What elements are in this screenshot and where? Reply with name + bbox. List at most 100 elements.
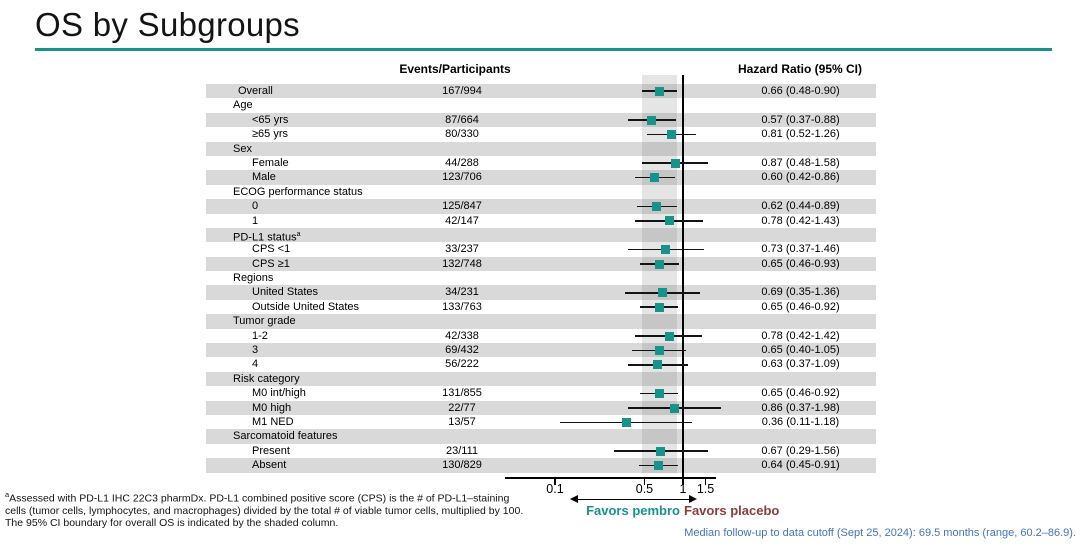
hr-value: 0.73 (0.37-1.46) bbox=[761, 243, 840, 256]
table-row: Outside United States 133/763 0.65 (0.46-0… bbox=[206, 300, 876, 314]
table-row: Age bbox=[206, 98, 876, 112]
x-axis-tick-label: 1.5 bbox=[696, 482, 715, 496]
footnote-line-3: The 95% CI boundary for overall OS is in… bbox=[5, 517, 339, 530]
row-label: ≥65 yrs bbox=[252, 128, 288, 141]
row-label: CPS ≥1 bbox=[252, 257, 290, 270]
hr-value: 0.66 (0.48-0.90) bbox=[761, 85, 840, 97]
row-label-superscript: a bbox=[296, 230, 301, 238]
row-label: 1 bbox=[252, 214, 259, 227]
events-value: 34/231 bbox=[445, 286, 479, 299]
table-row: M0 int/high 131/855 0.65 (0.46-0.92) bbox=[206, 386, 876, 400]
arrow-shaft bbox=[574, 498, 693, 501]
row-label: <65 yrs bbox=[252, 113, 289, 126]
hr-value: 0.62 (0.44-0.89) bbox=[761, 200, 840, 213]
row-label: ECOG performance status bbox=[233, 185, 363, 198]
hr-value: 0.78 (0.42-1.42) bbox=[761, 329, 840, 342]
row-label: Risk category bbox=[233, 372, 300, 385]
row-label: 0 bbox=[252, 200, 259, 213]
events-value: 23/111 bbox=[445, 444, 478, 457]
events-value: 123/706 bbox=[442, 171, 482, 184]
events-value: 56/222 bbox=[445, 358, 479, 371]
x-axis-tick bbox=[554, 479, 556, 485]
events-value: 167/994 bbox=[442, 85, 482, 97]
x-axis-tick-label: 1 bbox=[679, 482, 687, 496]
hr-value: 0.36 (0.11-1.18) bbox=[761, 415, 840, 428]
table-row: Tumor grade bbox=[206, 314, 876, 329]
footnote-superscript: a bbox=[5, 490, 10, 499]
table-row: ECOG performance status bbox=[206, 185, 876, 199]
table-row: 1-2 42/338 0.78 (0.42-1.42) bbox=[206, 329, 876, 343]
hr-value: 0.60 (0.42-0.86) bbox=[761, 171, 840, 184]
table-row: CPS <1 33/237 0.73 (0.37-1.46) bbox=[206, 242, 876, 256]
footnote: aAssessed with PD-L1 IHC 22C3 pharmDx. P… bbox=[5, 489, 523, 530]
row-label: Present bbox=[252, 444, 290, 457]
table-row: PD-L1 statusa bbox=[206, 227, 876, 244]
table-row: 1 42/147 0.78 (0.42-1.43) bbox=[206, 214, 876, 228]
row-label: 1-2 bbox=[252, 329, 268, 342]
table-row: CPS ≥1 132/748 0.65 (0.46-0.93) bbox=[206, 256, 876, 272]
hr-value: 0.64 (0.45-0.91) bbox=[761, 459, 840, 472]
favors-placebo-label: Favors placebo bbox=[684, 503, 780, 518]
table-row: M0 high 22/77 0.86 (0.37-1.98) bbox=[206, 400, 876, 415]
x-axis-tick bbox=[643, 479, 646, 485]
events-value: 33/237 bbox=[445, 243, 479, 256]
hr-value: 0.78 (0.42-1.43) bbox=[761, 214, 840, 227]
events-value: 133/763 bbox=[442, 300, 482, 313]
hr-value: 0.81 (0.52-1.26) bbox=[761, 128, 840, 141]
row-label: United States bbox=[252, 286, 319, 299]
x-axis-tick-label: 0.1 bbox=[546, 482, 564, 496]
table-row: M1 NED 13/57 0.36 (0.11-1.18) bbox=[206, 415, 876, 429]
favors-pembro-label: Favors pembro bbox=[586, 503, 680, 518]
row-label: 4 bbox=[252, 358, 259, 371]
hr-value: 0.86 (0.37-1.98) bbox=[761, 401, 840, 414]
events-value: 42/147 bbox=[445, 214, 479, 227]
hr-value: 0.57 (0.37-0.88) bbox=[761, 113, 840, 126]
table-row: 3 69/432 0.65 (0.40-1.05) bbox=[206, 343, 876, 358]
events-value: 132/748 bbox=[442, 257, 482, 270]
row-label: Sarcomatoid features bbox=[233, 430, 338, 443]
events-value: 80/330 bbox=[445, 128, 479, 141]
row-label: 3 bbox=[252, 344, 259, 357]
x-axis-tick bbox=[682, 479, 684, 485]
page-title: OS by Subgroups bbox=[35, 6, 300, 43]
table-row: Female 44/288 0.87 (0.48-1.58) bbox=[206, 156, 876, 170]
row-label: PD-L1 statusa bbox=[233, 230, 301, 244]
forest-table: Overall 167/994 0.66 (0.48-0.90) Age <65 yrs… bbox=[206, 84, 876, 473]
events-value: 87/664 bbox=[445, 113, 479, 126]
table-row: ≥65 yrs 80/330 0.81 (0.52-1.26) bbox=[206, 127, 876, 141]
x-axis-tick-label: 0.5 bbox=[635, 482, 654, 496]
events-value: 22/77 bbox=[448, 401, 476, 414]
hr-value: 0.65 (0.40-1.05) bbox=[761, 344, 840, 357]
table-row: Overall 167/994 0.66 (0.48-0.90) bbox=[206, 84, 876, 99]
row-label: M1 NED bbox=[252, 415, 294, 428]
hr-column-header: Hazard Ratio (95% CI) bbox=[737, 62, 863, 76]
table-row: Sex bbox=[206, 141, 876, 156]
footnote-line-1: aAssessed with PD-L1 IHC 22C3 pharmDx. P… bbox=[5, 490, 510, 505]
hr-value: 0.63 (0.37-1.09) bbox=[761, 358, 840, 371]
events-value: 13/57 bbox=[448, 415, 476, 428]
hr-value: 0.65 (0.46-0.92) bbox=[761, 387, 840, 400]
row-label: M0 int/high bbox=[252, 387, 306, 400]
events-value: 44/288 bbox=[445, 156, 479, 169]
hr-value: 0.65 (0.46-0.93) bbox=[761, 257, 840, 270]
row-label: Age bbox=[233, 99, 253, 112]
row-label: Overall bbox=[238, 85, 273, 97]
row-label: Sex bbox=[233, 142, 252, 155]
row-label: Absent bbox=[252, 459, 287, 472]
row-label: Outside United States bbox=[252, 300, 360, 313]
row-label: CPS <1 bbox=[252, 243, 291, 256]
title-divider bbox=[35, 48, 1052, 51]
table-row: Sarcomatoid features bbox=[206, 429, 876, 444]
table-row: Regions bbox=[206, 271, 876, 285]
events-value: 131/855 bbox=[442, 387, 482, 400]
table-row: <65 yrs 87/664 0.57 (0.37-0.88) bbox=[206, 112, 876, 128]
table-row: 4 56/222 0.63 (0.37-1.09) bbox=[206, 357, 876, 371]
hr-value: 0.67 (0.29-1.56) bbox=[761, 444, 840, 457]
hr-value: 0.65 (0.46-0.92) bbox=[761, 300, 840, 313]
events-column-header: Events/Participants bbox=[399, 62, 511, 76]
hr-value: 0.87 (0.48-1.58) bbox=[761, 156, 840, 169]
row-label: Female bbox=[252, 156, 289, 169]
followup-note: Median follow-up to data cutoff (Sept 25… bbox=[684, 527, 1076, 539]
events-value: 130/829 bbox=[442, 459, 482, 472]
